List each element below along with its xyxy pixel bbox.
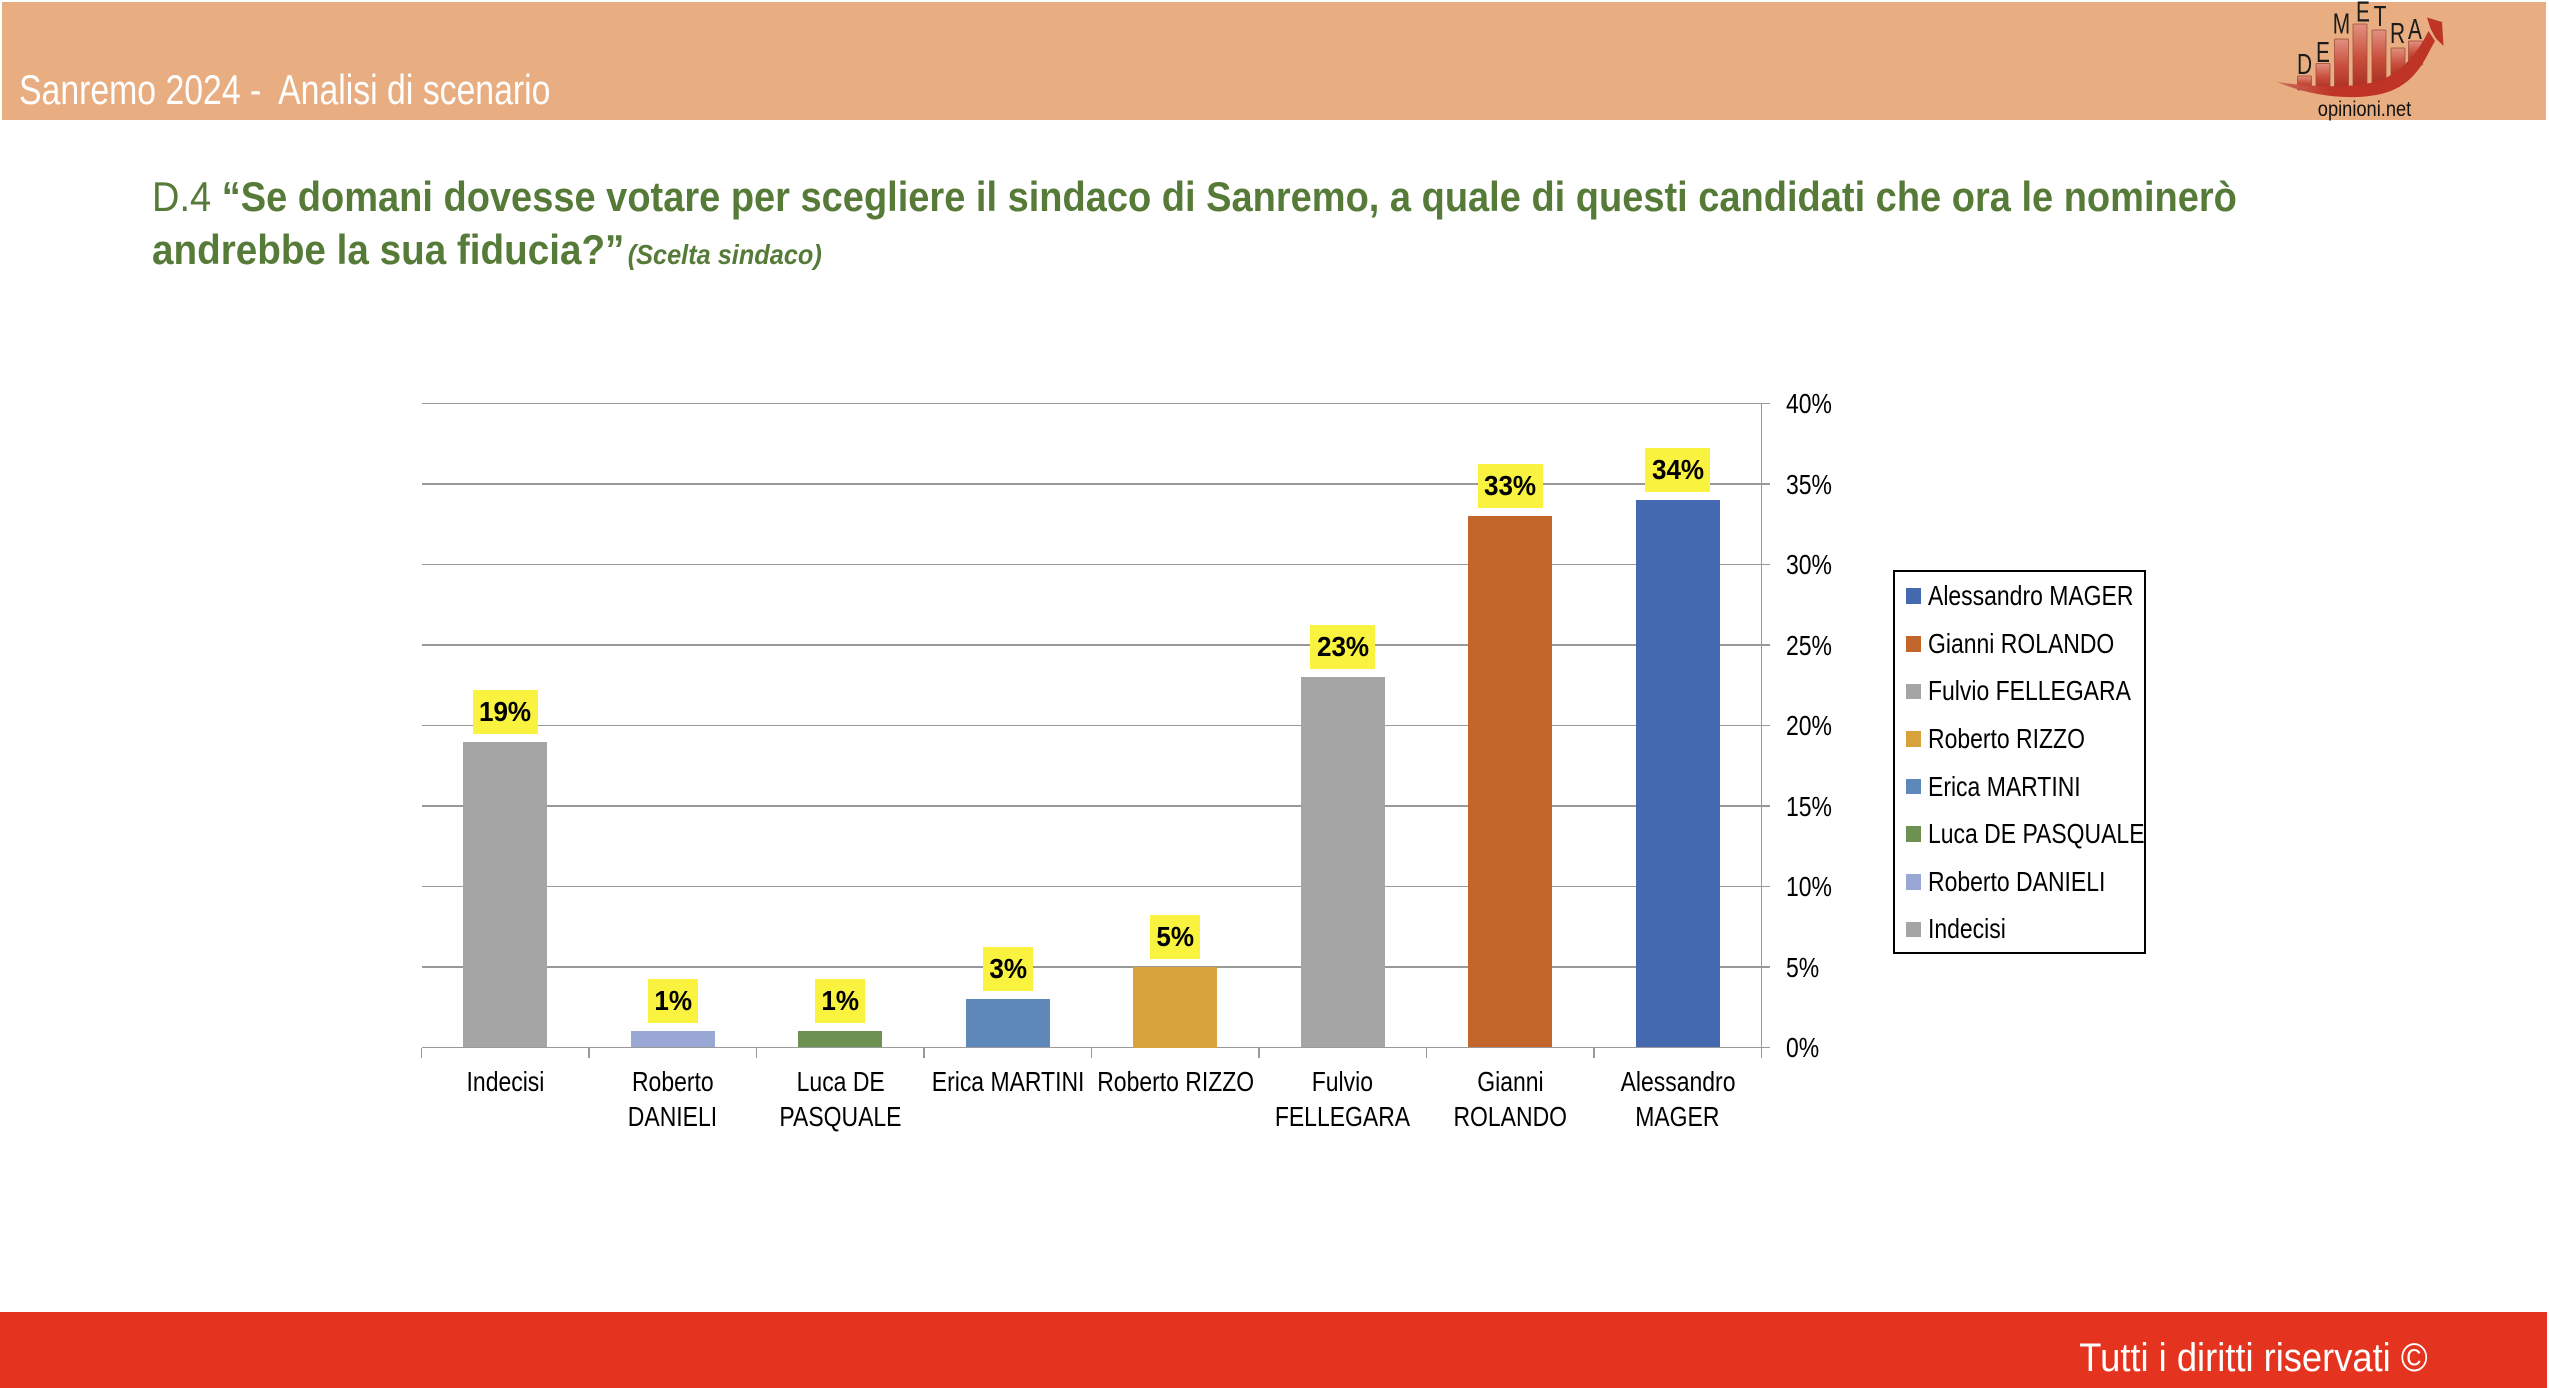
svg-text:D: D [2297,49,2312,81]
svg-text:A: A [2408,14,2422,46]
svg-text:E: E [2316,37,2330,69]
svg-text:T: T [2374,1,2387,33]
svg-text:R: R [2390,18,2405,50]
svg-text:E: E [2356,0,2370,28]
svg-text:opinioni.net: opinioni.net [2318,98,2412,121]
svg-text:M: M [2333,8,2350,40]
